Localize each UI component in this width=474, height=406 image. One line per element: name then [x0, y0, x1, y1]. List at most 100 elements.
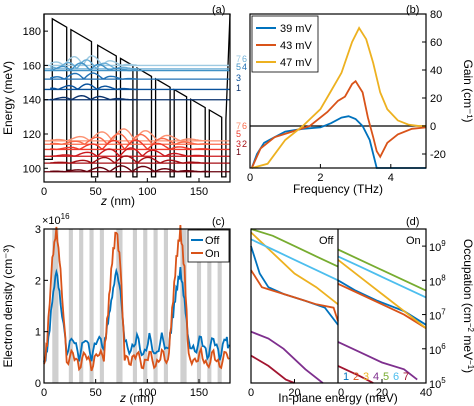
b-xtick-label: 0 — [247, 172, 253, 184]
b-ytick-label: 0 — [430, 121, 436, 133]
c-barrier-shade — [68, 229, 73, 383]
lower-wavefunction — [50, 155, 209, 164]
lower-wavefunction — [50, 128, 209, 143]
c-xtick-label: 0 — [41, 387, 47, 399]
a-ytick-label: 120 — [23, 129, 41, 141]
panel-a-yticks: 100 120 140 160 180 — [23, 26, 48, 175]
a-ytick-label: 100 — [23, 163, 41, 175]
a-level-label-upper: 6 — [242, 54, 247, 64]
a-level-label-lower: 2 — [242, 139, 247, 149]
d-ytick-label: 106 — [429, 342, 446, 357]
panel-d-ylabel-base: Occupation (cm — [461, 239, 474, 323]
panel-d-ylabel-sup2: −1 — [466, 360, 474, 370]
panel-c-exponent-power: 16 — [61, 212, 70, 221]
d-ytick-exp: 8 — [441, 273, 446, 282]
c-barrier-shade — [196, 229, 202, 383]
panel-c: (c) ×1016 Electron density (cm⁻³) z (nm)… — [1, 212, 231, 405]
panel-c-xticks: 0 50 100 150 — [41, 379, 208, 399]
d-ytick-exp: 7 — [441, 308, 446, 317]
panel-c-letter: (c) — [212, 216, 225, 228]
panel-b: (b) Gain (cm⁻¹) Frequency (THz) 0 2 4 80 60… — [247, 4, 474, 196]
panel-c-exponent: ×1016 — [42, 212, 70, 227]
c-series-off — [43, 267, 230, 363]
a-level-label-upper: 4 — [242, 62, 247, 72]
panel-b-letter: (b) — [406, 4, 419, 16]
d-off-level-5 — [250, 228, 339, 268]
b-series-1 — [250, 115, 426, 169]
d-level-legend-label: 5 — [383, 371, 389, 383]
b-ytick-label: 40 — [430, 65, 442, 77]
d-level-legend-label: 1 — [343, 371, 349, 383]
upper-wavefunction — [50, 83, 137, 91]
b-ytick-label: 20 — [430, 93, 442, 105]
panel-a-xlabel: z (nm) — [100, 194, 135, 208]
b-legend-label: 39 mV — [280, 23, 312, 35]
a-level-label-lower: 1 — [236, 147, 241, 157]
d-on-level-6 — [337, 255, 427, 299]
upper-wavefunction — [50, 72, 137, 80]
d-ytick-exp: 9 — [441, 239, 446, 248]
d-xtick-label: 40 — [420, 387, 432, 399]
d-off-level-1 — [250, 245, 339, 326]
c-barrier-shade — [217, 229, 222, 383]
upper-wavefunction — [50, 94, 137, 101]
panel-c-xlabel: z (nm) — [119, 391, 154, 405]
c-barrier-shade — [79, 229, 84, 383]
panel-d-ylabel-sup: −2 — [466, 323, 474, 333]
b-legend-label: 47 mV — [280, 57, 312, 69]
c-ytick-label: 3 — [35, 224, 41, 236]
a-ytick-label: 180 — [23, 26, 41, 38]
panel-b-frame — [249, 13, 427, 169]
d-ytick-label: 105 — [429, 376, 446, 391]
c-ytick-label: 2 — [35, 275, 41, 287]
panel-d-ylabel-mid: meV — [461, 332, 474, 360]
c-barrier-shade — [132, 229, 137, 383]
a-level-label-lower: 5 — [236, 129, 241, 139]
panel-d-xticks: 0 20 0 20 40 — [248, 379, 432, 399]
d-on-level-5 — [337, 248, 427, 292]
a-level-label-upper: 5 — [236, 62, 241, 72]
d-ytick-label: 108 — [429, 273, 446, 288]
a-level-label-lower: 7 — [236, 121, 241, 131]
d-off-level-7 — [250, 354, 295, 384]
panel-b-legend: 39 mV 43 mV 47 mV — [251, 15, 319, 73]
panel-c-frame — [43, 228, 231, 384]
panel-b-xlabel: Frequency (THz) — [293, 182, 383, 196]
d-level-legend-label: 7 — [403, 371, 409, 383]
c-barrier-shade — [207, 229, 212, 383]
a-xtick-label: 100 — [138, 186, 156, 198]
c-barrier-shade — [163, 229, 168, 383]
d-on-level-3 — [337, 259, 427, 329]
panel-d-letter: (d) — [406, 216, 419, 228]
c-barrier-shade — [89, 229, 94, 383]
b-xtick-label: 4 — [388, 172, 394, 184]
c-barrier-shade — [180, 229, 187, 383]
c-ytick-label: 0 — [35, 378, 41, 390]
conduction-band — [43, 13, 231, 178]
d-level-legend-label: 2 — [353, 371, 359, 383]
d-on-level-4 — [337, 341, 418, 381]
c-legend-label: Off — [205, 235, 220, 247]
panel-b-ylabel: Gain (cm⁻¹) — [461, 60, 474, 123]
d-level-legend-label: 3 — [363, 371, 369, 383]
panel-a: (a) Energy (meV) 0 50 100 150 1001201401601… — [1, 4, 247, 208]
d-ytick-exp: 5 — [441, 376, 446, 385]
panel-d-ylabel: Occupation (cm−2 meV−1) — [461, 239, 474, 373]
d-on-level-7 — [337, 365, 374, 384]
c-xtick-label: 100 — [138, 387, 156, 399]
upper-wavefunction — [50, 62, 138, 72]
c-barrier-shade — [99, 229, 104, 383]
a-xtick-label: 0 — [41, 186, 47, 198]
a-level-label-lower: 6 — [242, 121, 247, 131]
panel-d-ylabel-end: ) — [461, 369, 474, 373]
c-xtick-label: 150 — [190, 387, 208, 399]
panel-d-plot — [250, 228, 427, 384]
d-off-level-2 — [250, 269, 339, 322]
panel-a-xlabel-var: z — [100, 194, 107, 208]
d-level-legend-label: 6 — [393, 371, 399, 383]
panel-a-frame — [43, 13, 231, 183]
a-xtick-label: 150 — [190, 186, 208, 198]
d-off-level-4 — [250, 330, 324, 384]
b-xtick-label: 2 — [317, 172, 323, 184]
b-ytick-label: -20 — [430, 149, 446, 161]
